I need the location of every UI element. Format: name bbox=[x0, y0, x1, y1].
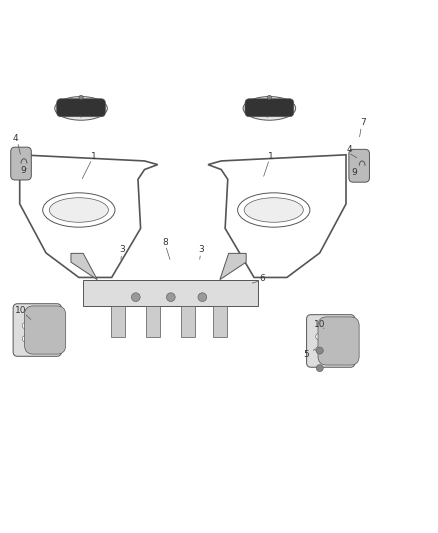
Circle shape bbox=[22, 336, 28, 342]
Text: 3: 3 bbox=[119, 245, 125, 254]
FancyBboxPatch shape bbox=[11, 147, 32, 180]
Text: 4: 4 bbox=[13, 134, 18, 143]
Text: 5: 5 bbox=[304, 350, 310, 359]
FancyBboxPatch shape bbox=[245, 99, 294, 117]
Text: 9: 9 bbox=[20, 166, 26, 175]
Ellipse shape bbox=[79, 95, 83, 99]
Circle shape bbox=[198, 293, 207, 302]
PathPatch shape bbox=[220, 253, 246, 280]
Text: 10: 10 bbox=[15, 306, 27, 315]
FancyBboxPatch shape bbox=[57, 99, 106, 117]
FancyBboxPatch shape bbox=[349, 149, 370, 182]
Text: 10: 10 bbox=[314, 320, 325, 329]
FancyBboxPatch shape bbox=[25, 306, 66, 354]
Circle shape bbox=[316, 334, 322, 340]
FancyBboxPatch shape bbox=[13, 304, 61, 356]
Text: 8: 8 bbox=[162, 238, 169, 247]
Circle shape bbox=[166, 293, 175, 302]
Ellipse shape bbox=[49, 198, 109, 222]
FancyBboxPatch shape bbox=[213, 306, 227, 336]
FancyBboxPatch shape bbox=[181, 306, 195, 336]
FancyBboxPatch shape bbox=[307, 314, 355, 367]
Text: 2: 2 bbox=[265, 108, 270, 117]
PathPatch shape bbox=[71, 253, 97, 280]
Text: 7: 7 bbox=[360, 118, 366, 127]
Circle shape bbox=[316, 347, 323, 354]
Circle shape bbox=[316, 365, 323, 372]
Text: 3: 3 bbox=[198, 245, 205, 254]
FancyBboxPatch shape bbox=[318, 317, 359, 365]
Circle shape bbox=[22, 322, 28, 329]
FancyBboxPatch shape bbox=[83, 280, 258, 306]
Circle shape bbox=[316, 346, 322, 353]
FancyBboxPatch shape bbox=[111, 306, 125, 336]
Ellipse shape bbox=[243, 96, 296, 120]
Text: 6: 6 bbox=[259, 274, 265, 283]
Text: 1: 1 bbox=[268, 151, 274, 160]
Ellipse shape bbox=[55, 96, 107, 120]
Ellipse shape bbox=[244, 198, 304, 222]
Text: 4: 4 bbox=[346, 145, 352, 154]
FancyBboxPatch shape bbox=[146, 306, 160, 336]
Text: 1: 1 bbox=[91, 151, 97, 160]
Text: 9: 9 bbox=[351, 168, 357, 177]
Text: 2: 2 bbox=[78, 108, 83, 117]
Ellipse shape bbox=[267, 95, 272, 99]
Circle shape bbox=[131, 293, 140, 302]
